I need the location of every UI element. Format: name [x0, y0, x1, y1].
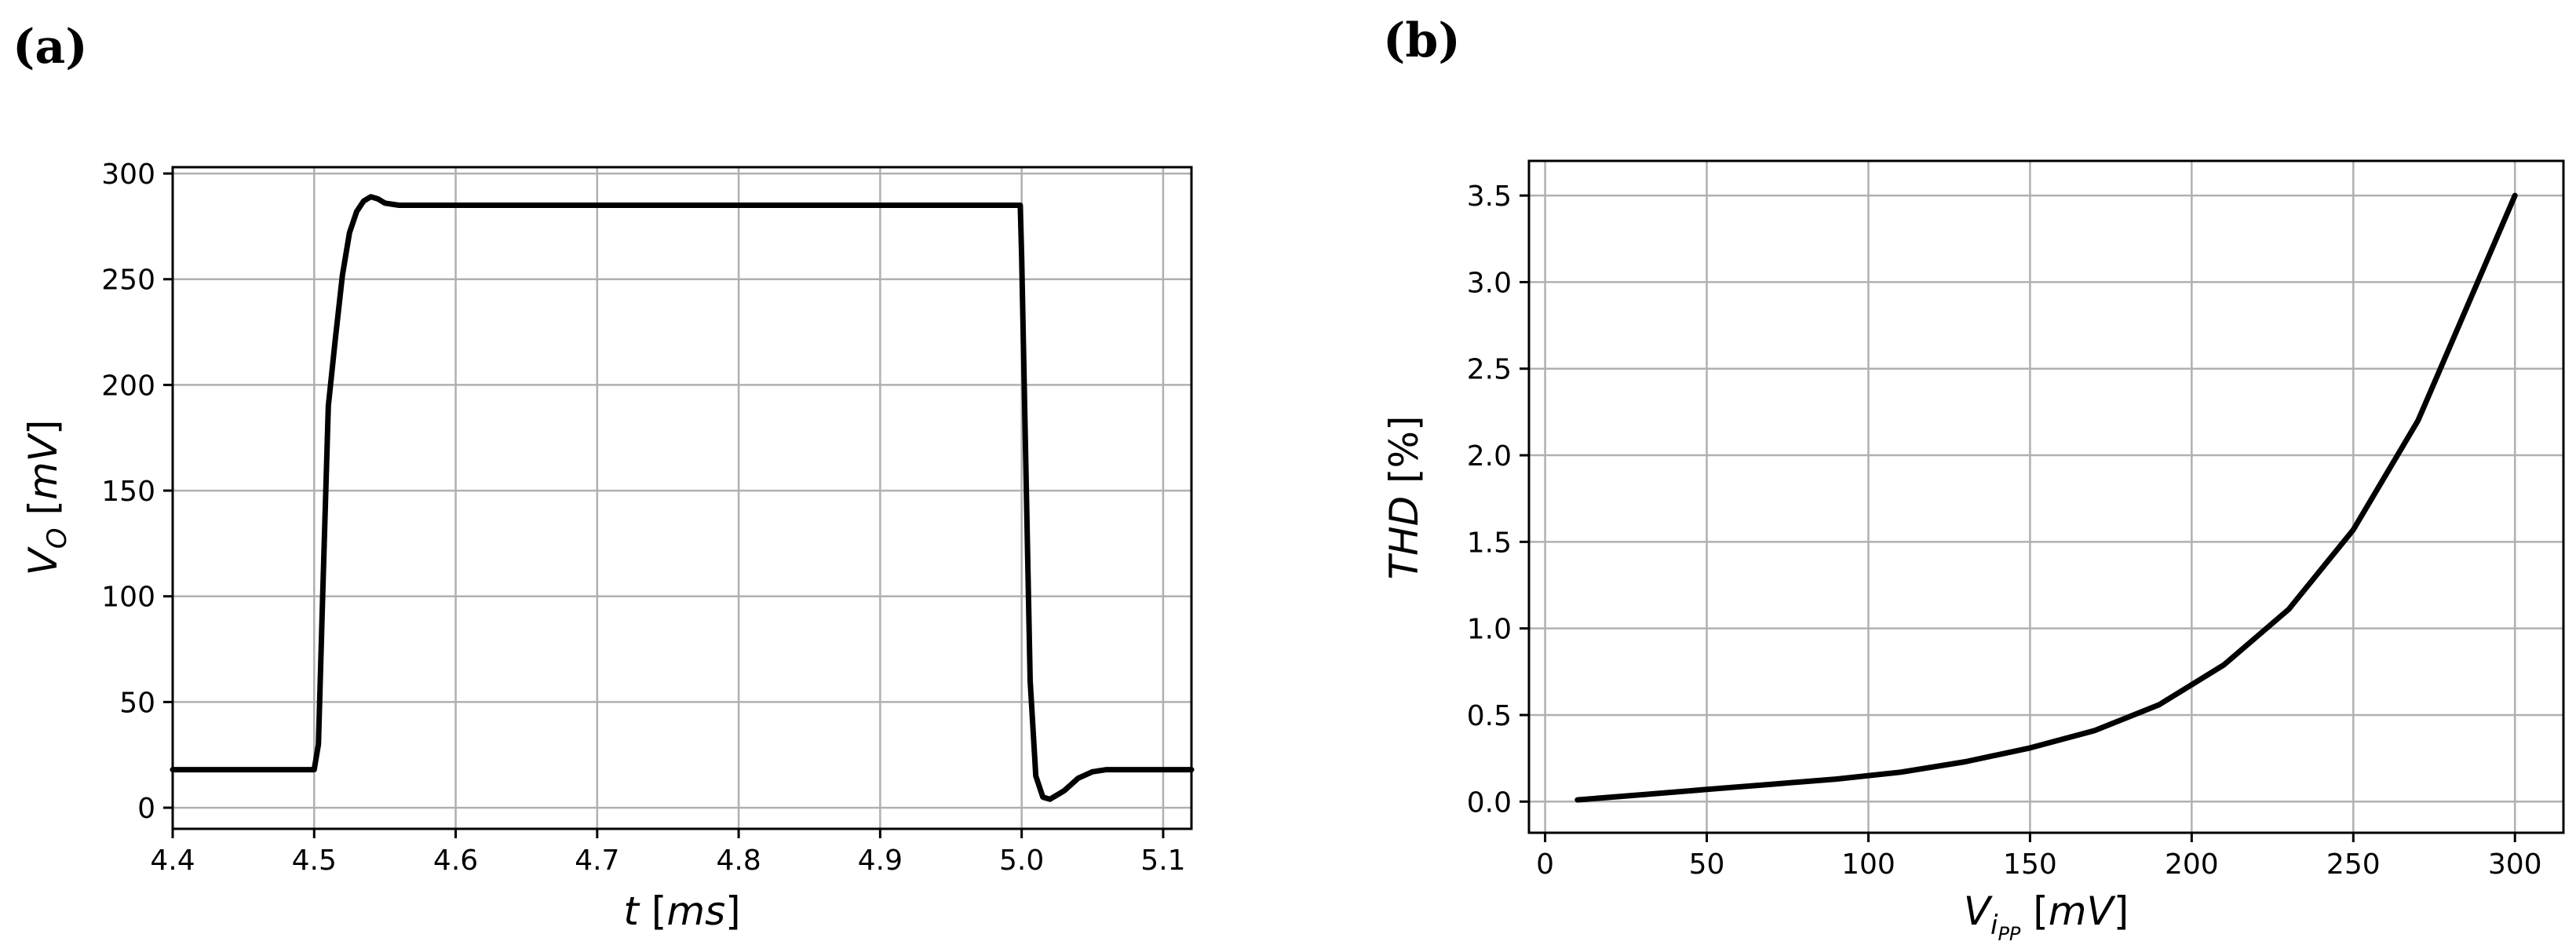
x-axis-subscript: i [1990, 910, 1998, 941]
y-axis-symbol: THD [1381, 496, 1427, 580]
x-tick-label: 4.6 [433, 845, 478, 877]
x-tick-label: 4.8 [716, 845, 761, 877]
x-axis-label: ViPP [mV] [1964, 888, 2129, 945]
y-axis-symbol: V [20, 545, 66, 575]
x-tick-label: 200 [2165, 848, 2219, 881]
y-axis-unit-bracket-close: ] [20, 420, 66, 436]
y-axis-label: VO [mV] [20, 420, 73, 576]
y-tick-label: 1.5 [1467, 527, 1512, 559]
panel-b-thd-vs-vipp: (b) 0 50 100 150 200 250 300 0.0 0.5 1.0 1.5 2.0 2.5 3… [1381, 13, 2565, 945]
y-tick-label: 3.0 [1467, 267, 1512, 299]
y-tick-label: 100 [101, 582, 155, 614]
x-axis-unit: mV [2049, 888, 2117, 934]
y-tick-label: 50 [119, 687, 155, 719]
y-axis-label: THD [%] [1381, 415, 1427, 579]
y-tick-label: 2.0 [1467, 440, 1512, 472]
y-axis-unit-bracket-open: [ [1381, 468, 1427, 495]
series-line-v-o [170, 194, 1195, 802]
x-axis-unit-bracket-close: ] [725, 888, 741, 934]
x-tick-label: 250 [2326, 848, 2381, 881]
series-line-thd [1574, 192, 2518, 803]
x-tick-label: 0 [1536, 848, 1554, 881]
y-axis-unit-bracket-open: [ [20, 500, 66, 527]
x-axis-symbol: t [623, 888, 640, 934]
x-axis-sub-subscript: PP [1998, 923, 2020, 945]
x-tick-label: 50 [1689, 848, 1725, 881]
y-tick-label: 1.0 [1467, 614, 1512, 646]
x-axis-unit: ms [666, 888, 725, 934]
y-axis-unit: % [1381, 431, 1427, 469]
x-tick-label: 5.0 [999, 845, 1044, 877]
y-axis-subscript: O [42, 527, 73, 549]
x-axis-label: t [ms] [623, 888, 740, 934]
y-tick-label: 200 [101, 370, 155, 402]
x-tick-label: 100 [1841, 848, 1896, 881]
y-tick-label: 250 [101, 265, 155, 297]
y-tick-label: 0 [137, 793, 155, 825]
x-tick-label: 150 [2003, 848, 2057, 881]
x-tick-label: 4.5 [292, 845, 337, 877]
x-tick-label: 300 [2488, 848, 2542, 881]
x-axis-unit-bracket-close: ] [2114, 888, 2129, 934]
x-tick-label: 4.7 [575, 845, 619, 877]
y-tick-label: 0.5 [1467, 700, 1512, 732]
x-tick-label: 4.9 [858, 845, 903, 877]
y-tick-label: 300 [101, 159, 155, 191]
x-axis-unit-bracket-open: [ [639, 888, 666, 934]
panel-label-b: (b) [1383, 13, 1461, 68]
x-tick-label: 5.1 [1140, 845, 1185, 877]
panel-a-voltage-vs-time: (a) 4.4 4.5 4.6 4.7 4.8 4.9 5.0 5.1 0 50 100 150 200 2… [13, 20, 1195, 934]
y-tick-label: 150 [101, 476, 155, 508]
x-axis-unit-bracket-open: [ [2020, 888, 2048, 934]
y-axis-unit: mV [20, 432, 66, 500]
x-tick-label: 4.4 [150, 845, 195, 877]
plot-frame [1527, 159, 2565, 834]
y-axis-unit-bracket-close: ] [1381, 415, 1427, 431]
x-axis-symbol: V [1964, 888, 1994, 934]
plot-frame [171, 166, 1193, 830]
y-tick-label: 3.5 [1467, 181, 1512, 213]
y-tick-label: 0.0 [1467, 786, 1512, 819]
y-tick-label: 2.5 [1467, 354, 1512, 386]
panel-label-a: (a) [13, 20, 88, 75]
